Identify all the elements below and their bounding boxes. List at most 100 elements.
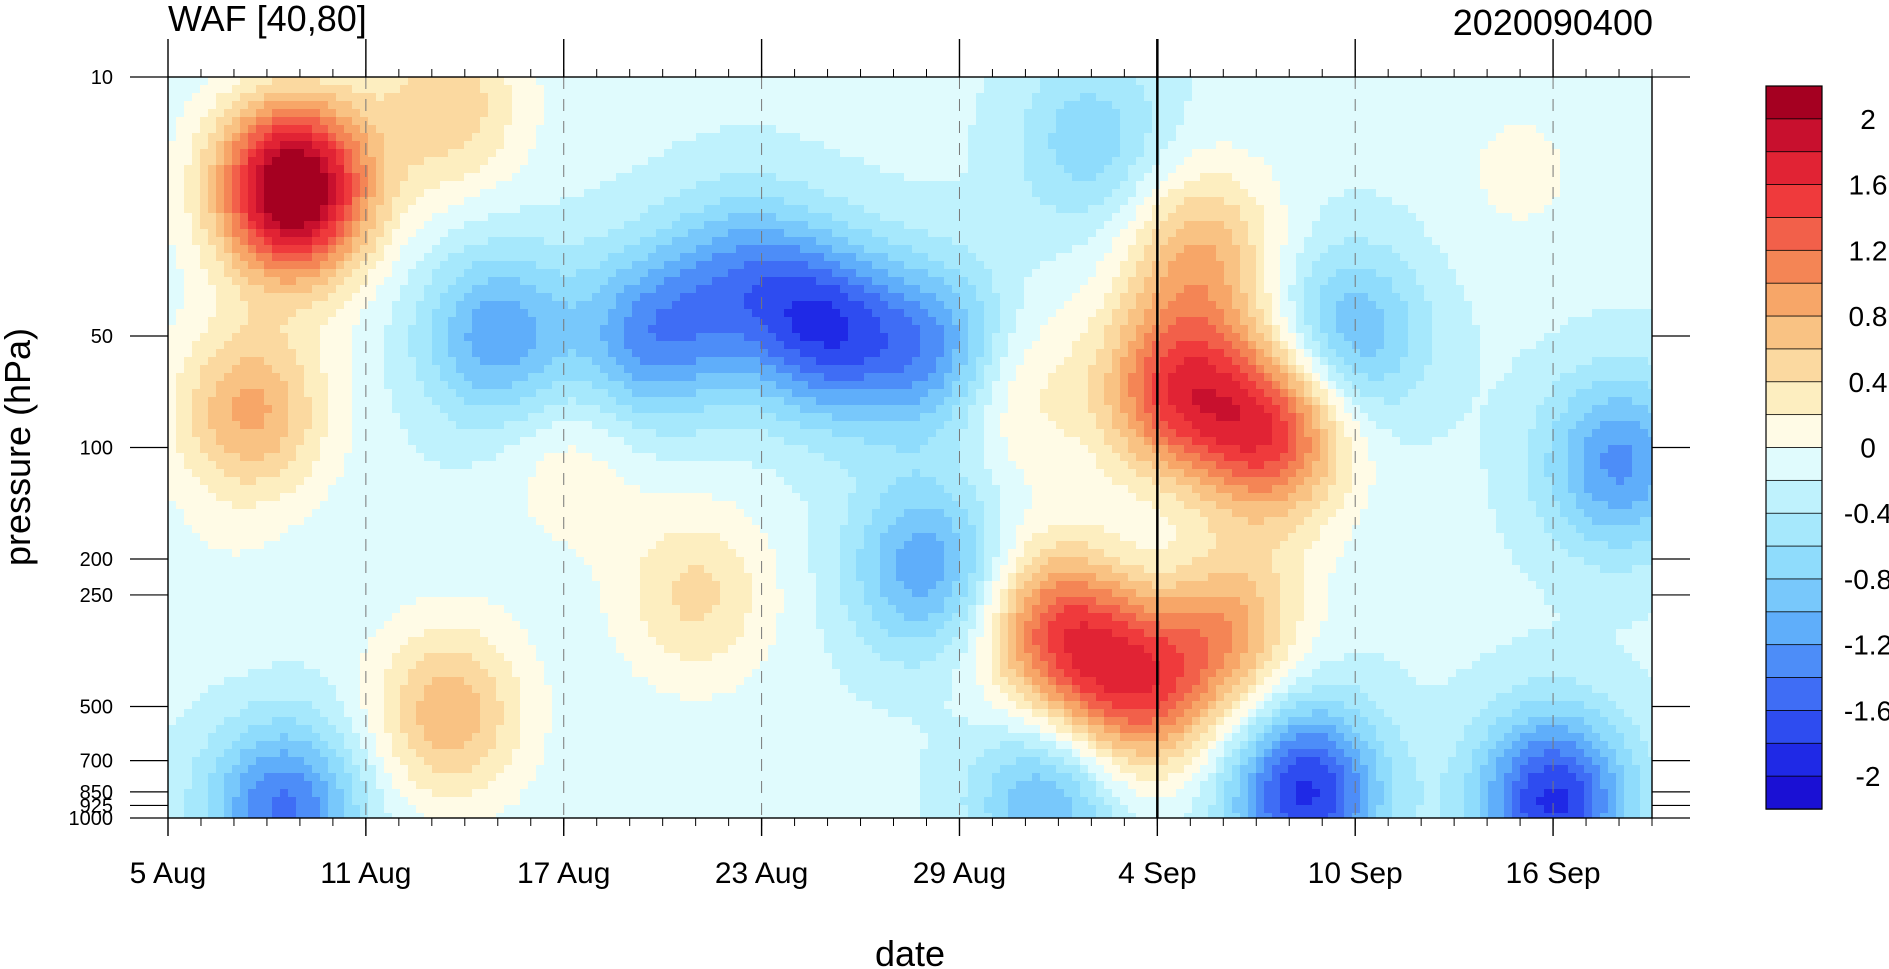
field-cell xyxy=(576,221,585,230)
field-cell xyxy=(848,221,857,230)
field-cell xyxy=(888,221,897,230)
field-cell xyxy=(1088,285,1097,294)
field-cell xyxy=(1632,125,1641,134)
field-cell xyxy=(568,197,577,206)
field-cell xyxy=(1616,133,1625,142)
field-cell xyxy=(976,213,985,222)
field-cell xyxy=(1392,253,1401,262)
field-cell xyxy=(872,93,881,102)
field-cell xyxy=(176,109,185,118)
field-cell xyxy=(1616,261,1625,270)
field-cell xyxy=(688,173,697,182)
field-cell xyxy=(1608,117,1617,126)
field-cell xyxy=(1448,277,1457,286)
field-cell xyxy=(792,285,801,294)
field-cell xyxy=(496,109,505,118)
field-cell xyxy=(1416,133,1425,142)
field-cell xyxy=(648,173,657,182)
field-cell xyxy=(480,237,489,246)
field-cell xyxy=(432,213,441,222)
field-cell xyxy=(256,133,265,142)
field-cell xyxy=(304,109,313,118)
field-cell xyxy=(680,237,689,246)
field-cell xyxy=(1304,85,1313,94)
field-cell xyxy=(1576,85,1585,94)
field-cell xyxy=(592,237,601,246)
field-cell xyxy=(1600,269,1609,278)
field-cell xyxy=(496,77,505,86)
field-cell xyxy=(1432,285,1441,294)
field-cell xyxy=(616,181,625,190)
field-cell xyxy=(1280,277,1289,286)
field-cell xyxy=(424,181,433,190)
field-cell xyxy=(312,141,321,150)
field-cell xyxy=(824,197,833,206)
field-cell xyxy=(816,157,825,166)
field-cell xyxy=(1000,157,1009,166)
field-cell xyxy=(776,205,785,214)
field-cell xyxy=(456,277,465,286)
field-cell xyxy=(1136,77,1145,86)
field-cell xyxy=(864,181,873,190)
field-cell xyxy=(1024,125,1033,134)
field-cell xyxy=(752,189,761,198)
field-cell xyxy=(1184,125,1193,134)
field-cell xyxy=(1400,205,1409,214)
field-cell xyxy=(344,149,353,158)
field-cell xyxy=(360,197,369,206)
field-cell xyxy=(1296,181,1305,190)
field-cell xyxy=(736,285,745,294)
field-cell xyxy=(1272,197,1281,206)
field-cell xyxy=(1608,157,1617,166)
field-cell xyxy=(776,181,785,190)
field-cell xyxy=(960,173,969,182)
field-cell xyxy=(728,237,737,246)
field-cell xyxy=(1136,221,1145,230)
field-cell xyxy=(1392,181,1401,190)
field-cell xyxy=(1072,261,1081,270)
field-cell xyxy=(1240,101,1249,110)
field-cell xyxy=(168,213,177,222)
field-cell xyxy=(704,77,713,86)
field-cell xyxy=(576,253,585,262)
field-cell xyxy=(824,245,833,254)
field-cell xyxy=(800,189,809,198)
field-cell xyxy=(1384,213,1393,222)
field-cell xyxy=(1376,197,1385,206)
field-cell xyxy=(1280,253,1289,262)
field-cell xyxy=(784,213,793,222)
field-cell xyxy=(1088,253,1097,262)
field-cell xyxy=(792,109,801,118)
field-cell xyxy=(1384,221,1393,230)
field-cell xyxy=(1024,237,1033,246)
field-cell xyxy=(472,213,481,222)
field-cell xyxy=(760,77,769,86)
field-cell xyxy=(776,253,785,262)
field-cell xyxy=(1032,165,1041,174)
field-cell xyxy=(472,141,481,150)
field-cell xyxy=(1592,277,1601,286)
field-cell xyxy=(504,85,513,94)
field-cell xyxy=(512,237,521,246)
field-cell xyxy=(1176,269,1185,278)
field-cell xyxy=(1432,229,1441,238)
field-cell xyxy=(1568,205,1577,214)
field-cell xyxy=(512,157,521,166)
field-cell xyxy=(712,213,721,222)
field-cell xyxy=(728,149,737,158)
field-cell xyxy=(920,93,929,102)
field-cell xyxy=(928,141,937,150)
field-cell xyxy=(544,205,553,214)
field-cell xyxy=(568,149,577,158)
field-cell xyxy=(448,213,457,222)
field-cell xyxy=(1232,197,1241,206)
field-cell xyxy=(1520,181,1529,190)
field-cell xyxy=(1640,165,1649,174)
field-cell xyxy=(264,77,273,86)
field-cell xyxy=(1544,101,1553,110)
field-cell xyxy=(952,213,961,222)
field-cell xyxy=(304,149,313,158)
field-cell xyxy=(1448,125,1457,134)
field-cell xyxy=(1472,181,1481,190)
field-cell xyxy=(1280,181,1289,190)
